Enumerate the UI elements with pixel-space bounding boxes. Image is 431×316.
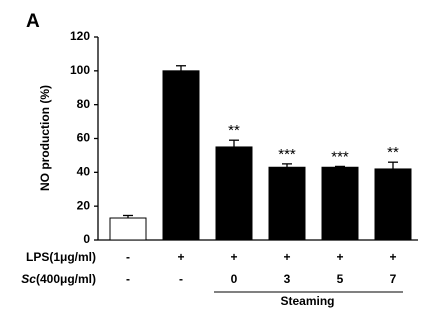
row-value: + (283, 250, 290, 264)
y-tick-label: 100 (70, 63, 90, 77)
significance-label: ** (228, 122, 240, 139)
bar (321, 166, 359, 241)
row-value: + (336, 250, 343, 264)
y-tick-label: 20 (77, 198, 91, 212)
panel-label: A (26, 11, 40, 32)
row-label-part: (400μg/ml) (36, 272, 96, 286)
y-tick-label: 60 (77, 131, 91, 145)
y-tick-label: 80 (77, 97, 91, 111)
row-label-part: LPS(1μg/ml) (26, 250, 96, 264)
bar (374, 168, 412, 241)
row-value: 0 (231, 272, 238, 286)
group-label: Steaming (280, 294, 334, 308)
row-value: - (126, 250, 130, 264)
row-value: - (126, 272, 130, 286)
row-value: - (179, 272, 183, 286)
row-value: + (177, 250, 184, 264)
y-tick-label: 40 (77, 165, 91, 179)
bar (268, 166, 306, 241)
row-value: 7 (390, 272, 397, 286)
row-label-part: Sc (21, 272, 36, 286)
bar (162, 70, 200, 241)
y-tick-label: 120 (70, 29, 90, 43)
row-value: 3 (284, 272, 291, 286)
y-axis-label: NO production (%) (38, 85, 52, 191)
row-value: 5 (337, 272, 344, 286)
bar (215, 146, 253, 241)
bar (109, 217, 147, 241)
significance-label: ** (387, 144, 399, 161)
y-tick-label: 0 (83, 232, 90, 246)
row-value: + (230, 250, 237, 264)
significance-label: *** (331, 148, 349, 165)
row-value: + (389, 250, 396, 264)
significance-label: *** (278, 146, 296, 163)
row-label: LPS(1μg/ml) (26, 250, 96, 264)
row-label: Sc(400μg/ml) (21, 272, 96, 286)
